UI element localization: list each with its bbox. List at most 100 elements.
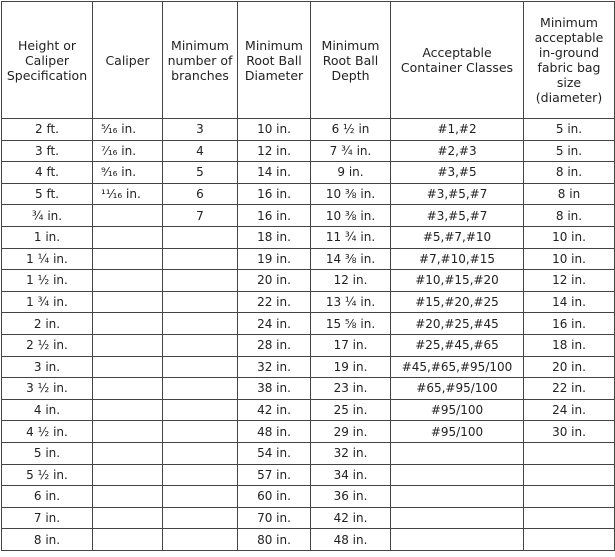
table-row: 3 in. 32 in. 19 in. #45,#65,#95/100 20 in. xyxy=(1,355,615,379)
table-cell xyxy=(162,463,238,487)
table-cell: 42 in. xyxy=(310,506,391,530)
table-cell: 16 in. xyxy=(237,182,311,206)
table-cell: 23 in. xyxy=(310,377,391,400)
table-cell xyxy=(92,463,163,487)
table-cell xyxy=(523,463,615,487)
table-header: Height or Caliper Specification Caliper Mi… xyxy=(1,1,615,119)
table-row: 2 in. 24 in. 15 ⅝ in. #20,#25,#45 16 in. xyxy=(1,312,615,335)
table-cell: 14 in. xyxy=(523,290,615,314)
table-cell: 20 in. xyxy=(237,269,311,292)
table-cell xyxy=(92,506,163,530)
table-cell: 2 in. xyxy=(1,312,93,335)
table-cell xyxy=(92,269,163,292)
table-cell: 20 in. xyxy=(523,355,615,379)
table-cell xyxy=(390,506,524,530)
table-cell: 24 in. xyxy=(237,312,311,335)
table-cell xyxy=(523,528,615,551)
table-cell: #5,#7,#10 xyxy=(390,225,524,249)
table-row: 6 in. 60 in. 36 in. xyxy=(1,485,615,508)
table-cell: 16 in. xyxy=(523,312,615,335)
table-cell: 48 in. xyxy=(310,528,391,551)
table-cell: 7 xyxy=(162,204,238,227)
table-row: 4 ft. ⁹⁄₁₆ in. 5 14 in. 9 in. #3,#5 8 in. xyxy=(1,161,615,184)
table-cell: #45,#65,#95/100 xyxy=(390,355,524,379)
table-cell xyxy=(162,312,238,335)
table-cell: #25,#45,#65 xyxy=(390,333,524,357)
table-cell: 5 in. xyxy=(1,441,93,465)
table-row: 4 in. 42 in. 25 in. #95/100 24 in. xyxy=(1,398,615,422)
table-cell xyxy=(92,225,163,249)
table-cell: 24 in. xyxy=(523,398,615,422)
table-cell: 7 in. xyxy=(1,506,93,530)
table-cell: #95/100 xyxy=(390,420,524,443)
table-row: 8 in. 80 in. 48 in. xyxy=(1,528,615,551)
table-cell xyxy=(162,398,238,422)
table-cell: 8 in. xyxy=(1,528,93,551)
table-cell: 19 in. xyxy=(237,247,311,271)
table-cell: #65,#95/100 xyxy=(390,377,524,400)
table-cell xyxy=(523,485,615,508)
table-cell: 2 ft. xyxy=(1,118,93,141)
table-cell: ¹¹⁄₁₆ in. xyxy=(92,182,163,206)
table-cell: #20,#25,#45 xyxy=(390,312,524,335)
table-cell: 4 in. xyxy=(1,398,93,422)
table-cell: 10 ⅜ in. xyxy=(310,182,391,206)
table-cell xyxy=(92,204,163,227)
table-row: 1 ¼ in. 19 in. 14 ⅜ in. #7,#10,#15 10 in. xyxy=(1,247,615,271)
table-cell: 4 xyxy=(162,139,238,163)
table-row: ¾ in. 7 16 in. 10 ⅜ in. #3,#5,#7 8 in. xyxy=(1,204,615,227)
table-cell: 54 in. xyxy=(237,441,311,465)
table-cell: 32 in. xyxy=(310,441,391,465)
table-cell xyxy=(162,225,238,249)
table-cell: 36 in. xyxy=(310,485,391,508)
column-header: Height or Caliper Specification xyxy=(1,1,93,119)
table-cell xyxy=(390,485,524,508)
table-cell xyxy=(523,441,615,465)
table-row: 2 ½ in. 28 in. 17 in. #25,#45,#65 18 in. xyxy=(1,333,615,357)
table-cell xyxy=(390,528,524,551)
table-cell xyxy=(92,290,163,314)
table-cell xyxy=(523,506,615,530)
table-cell: #3,#5 xyxy=(390,161,524,184)
table-cell: 2 ½ in. xyxy=(1,333,93,357)
table-cell xyxy=(390,441,524,465)
table-cell xyxy=(92,398,163,422)
table-cell: 9 in. xyxy=(310,161,391,184)
table-cell: 5 xyxy=(162,161,238,184)
table-row: 5 ½ in. 57 in. 34 in. xyxy=(1,463,615,487)
table-row: 3 ft. ⁷⁄₁₆ in. 4 12 in. 7 ¾ in. #2,#3 5 in. xyxy=(1,139,615,163)
column-header: Minimum acceptable in-ground fabric bag … xyxy=(523,1,615,119)
table-cell: 1 ½ in. xyxy=(1,269,93,292)
table-cell: 15 ⅝ in. xyxy=(310,312,391,335)
table-cell: 3 xyxy=(162,118,238,141)
table-cell xyxy=(92,420,163,443)
table-cell: ¾ in. xyxy=(1,204,93,227)
table-cell: 8 in xyxy=(523,182,615,206)
header-row: Height or Caliper Specification Caliper Mi… xyxy=(1,1,615,119)
table-cell xyxy=(92,247,163,271)
table-cell: 10 in. xyxy=(523,247,615,271)
table-cell xyxy=(162,290,238,314)
table-cell: ⁹⁄₁₆ in. xyxy=(92,161,163,184)
table-row: 1 ¾ in. 22 in. 13 ¼ in. #15,#20,#25 14 in. xyxy=(1,290,615,314)
table-cell: 60 in. xyxy=(237,485,311,508)
table-cell xyxy=(390,463,524,487)
table-cell: 22 in. xyxy=(523,377,615,400)
table-cell: 5 in. xyxy=(523,139,615,163)
table-cell: 57 in. xyxy=(237,463,311,487)
table-cell: 5 ½ in. xyxy=(1,463,93,487)
table-cell: 8 in. xyxy=(523,161,615,184)
table-cell: 17 in. xyxy=(310,333,391,357)
table-cell: 10 in. xyxy=(237,118,311,141)
table-cell: 4 ft. xyxy=(1,161,93,184)
table-cell: 34 in. xyxy=(310,463,391,487)
table-cell: 7 ¾ in. xyxy=(310,139,391,163)
table-row: 5 ft. ¹¹⁄₁₆ in. 6 16 in. 10 ⅜ in. #3,#5,#7 8 i… xyxy=(1,182,615,206)
table-cell: 18 in. xyxy=(237,225,311,249)
table-cell: 6 xyxy=(162,182,238,206)
table-cell: 6 in. xyxy=(1,485,93,508)
table-cell xyxy=(162,269,238,292)
table-cell xyxy=(162,506,238,530)
